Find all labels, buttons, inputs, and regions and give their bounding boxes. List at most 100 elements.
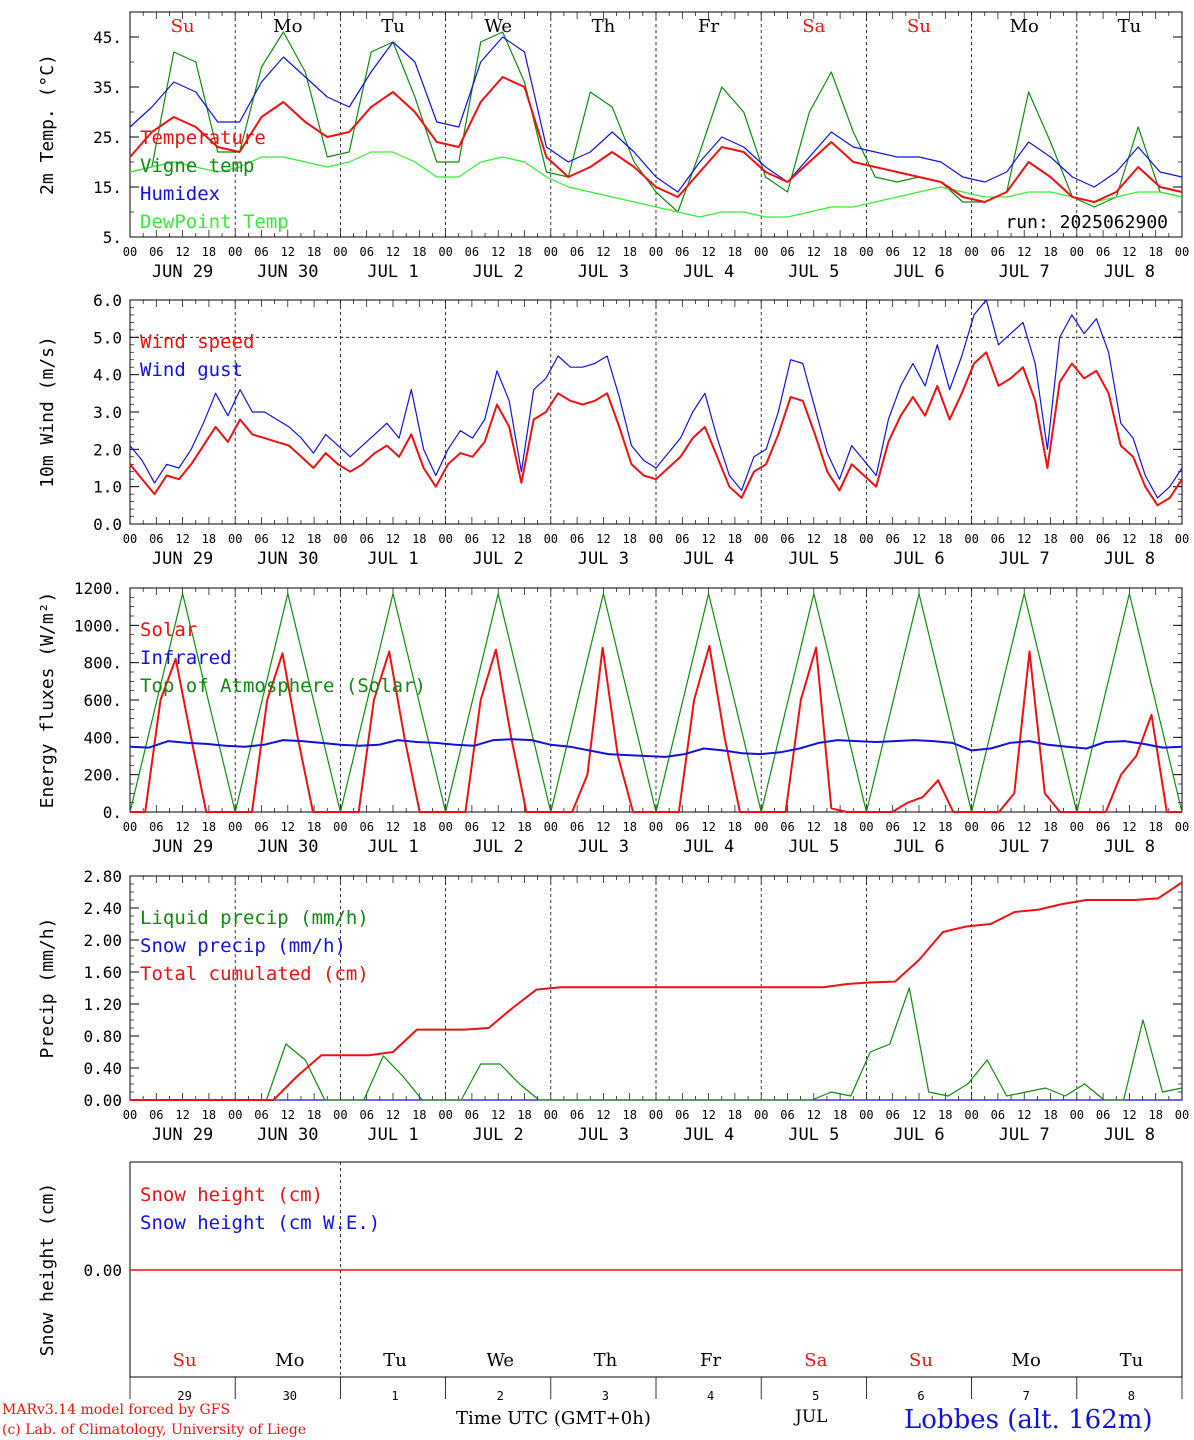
hour-tick-label: 18 (1148, 532, 1162, 546)
hour-tick-label: 12 (1122, 1108, 1136, 1122)
hour-tick-label: 18 (412, 1108, 426, 1122)
hour-tick-label: 18 (517, 245, 531, 259)
date-label: JUL 3 (578, 262, 629, 282)
day-number-label: 2 (497, 1389, 504, 1403)
hour-tick-label: 06 (359, 532, 373, 546)
hour-tick-label: 00 (123, 532, 137, 546)
hour-tick-label: 06 (885, 532, 899, 546)
hour-tick-label: 12 (912, 1108, 926, 1122)
hour-tick-label: 18 (307, 532, 321, 546)
hour-tick-label: 00 (859, 245, 873, 259)
hour-tick-label: 00 (1070, 1108, 1084, 1122)
weekday-label: Tu (1118, 16, 1142, 37)
y-tick-label: 1.0 (93, 478, 122, 497)
hour-tick-label: 18 (1043, 532, 1057, 546)
hour-tick-label: 12 (807, 1108, 821, 1122)
weekday-label: Su (173, 1350, 197, 1371)
liquid-precip-line (130, 987, 1183, 1101)
hour-tick-label: 12 (281, 532, 295, 546)
weekday-label: Fr (698, 16, 719, 37)
y-tick-label: 5. (103, 228, 122, 247)
weekday-label: Mo (273, 16, 302, 37)
hour-tick-label: 12 (1122, 820, 1136, 834)
hour-tick-label: 12 (1017, 245, 1031, 259)
panel-frame (129, 299, 1183, 525)
y-tick-label: 0.80 (83, 1027, 122, 1046)
date-label: JUL 8 (1104, 1125, 1155, 1145)
series-line-2 (129, 36, 1183, 193)
y-tick-label: 0.00 (83, 1091, 122, 1110)
hour-tick-label: 06 (675, 820, 689, 834)
hour-tick-label: 06 (1096, 1108, 1110, 1122)
hour-tick-label: 06 (885, 820, 899, 834)
weekday-label: Sa (804, 1350, 827, 1371)
date-label: JUL 3 (578, 837, 629, 857)
hour-tick-label: 18 (202, 1108, 216, 1122)
hour-tick-label: 00 (754, 1108, 768, 1122)
series-line-0 (129, 76, 1183, 203)
hour-tick-label: 12 (912, 532, 926, 546)
day-number-label: 5 (812, 1389, 819, 1403)
day-number-label: 4 (707, 1389, 714, 1403)
y-axis-title: 10m Wind (m/s) (37, 336, 58, 488)
hour-tick-label: 12 (386, 245, 400, 259)
weekday-label: Th (594, 1350, 618, 1371)
hour-tick-label: 06 (780, 1108, 794, 1122)
day-number-label: 30 (283, 1389, 297, 1403)
y-tick-label: 45. (93, 28, 122, 47)
y-tick-label: 1.60 (83, 963, 122, 982)
date-label: JUL 5 (788, 1125, 839, 1145)
hour-tick-label: 12 (807, 820, 821, 834)
weekday-label: Tu (383, 1350, 407, 1371)
hour-tick-label: 06 (1096, 532, 1110, 546)
date-label: JUL 1 (367, 1125, 418, 1145)
date-label: JUL 5 (788, 262, 839, 282)
hour-tick-label: 06 (254, 532, 268, 546)
y-tick-label: 800. (83, 654, 122, 673)
date-label: JUL 3 (578, 549, 629, 569)
hour-tick-label: 00 (228, 532, 242, 546)
hour-tick-label: 06 (359, 245, 373, 259)
date-label: JUL 1 (367, 262, 418, 282)
date-label: JUN 30 (257, 262, 318, 282)
hour-tick-label: 00 (438, 820, 452, 834)
hour-tick-label: 12 (701, 245, 715, 259)
hour-tick-label: 18 (622, 1108, 636, 1122)
weekday-label: Tu (1120, 1350, 1144, 1371)
hour-tick-label: 12 (1122, 532, 1136, 546)
day-number-label: 1 (391, 1389, 398, 1403)
hour-tick-label: 00 (123, 245, 137, 259)
panel-frame (129, 11, 1183, 238)
hour-tick-label: 12 (175, 820, 189, 834)
date-label: JUL 2 (473, 549, 524, 569)
hour-tick-label: 06 (149, 820, 163, 834)
hour-tick-label: 12 (701, 532, 715, 546)
hour-tick-label: 06 (149, 1108, 163, 1122)
weekday-label: Th (592, 16, 616, 37)
date-label: JUL 6 (893, 1125, 944, 1145)
y-axis-title: Snow height (cm) (37, 1183, 58, 1356)
hour-tick-label: 18 (833, 245, 847, 259)
date-label: JUL 8 (1104, 837, 1155, 857)
hour-tick-label: 12 (491, 245, 505, 259)
hour-tick-label: 00 (859, 820, 873, 834)
hour-tick-label: 00 (649, 532, 663, 546)
hour-tick-label: 18 (202, 820, 216, 834)
weekday-label: Fr (700, 1350, 721, 1371)
hour-tick-label: 06 (465, 1108, 479, 1122)
hour-tick-label: 06 (1096, 820, 1110, 834)
hour-tick-label: 18 (307, 820, 321, 834)
hour-tick-label: 06 (149, 245, 163, 259)
hour-tick-label: 12 (807, 532, 821, 546)
hour-tick-label: 12 (701, 1108, 715, 1122)
hour-tick-label: 00 (859, 532, 873, 546)
weekday-label: Mo (275, 1350, 304, 1371)
legend-entry: Infrared (140, 647, 232, 669)
y-tick-label: 0. (103, 803, 122, 822)
hour-tick-label: 18 (622, 820, 636, 834)
hour-tick-label: 06 (675, 532, 689, 546)
date-label: JUN 29 (152, 262, 213, 282)
date-label: JUN 29 (152, 1125, 213, 1145)
hour-tick-label: 18 (517, 1108, 531, 1122)
hour-tick-label: 12 (491, 1108, 505, 1122)
